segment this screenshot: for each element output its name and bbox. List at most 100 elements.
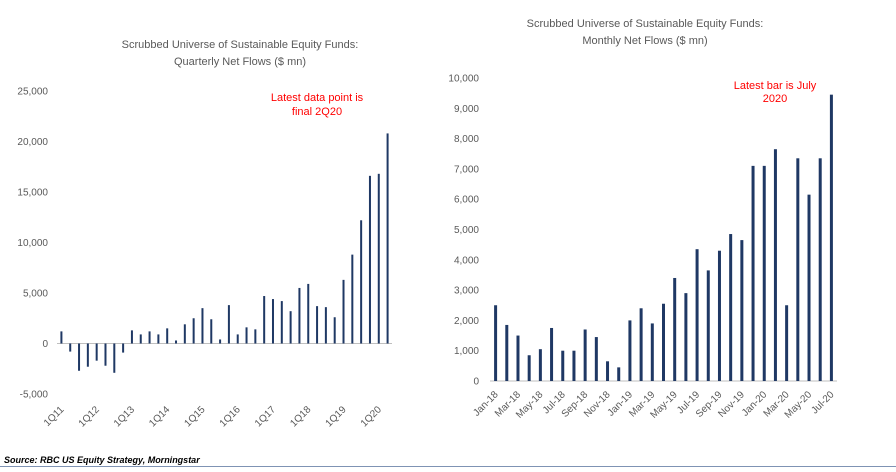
left-chart-bar-2Q18 bbox=[316, 306, 319, 344]
right-chart-bar-Jul-19 bbox=[695, 249, 699, 381]
right-chart-bar-Dec-19 bbox=[751, 165, 755, 381]
right-chart-monthly-net-flows: 0 1,000 2,000 3,000 4,000 5,000 6,000 7,000 8,00… bbox=[448, 74, 837, 421]
left-chart-bar-2Q14 bbox=[175, 340, 178, 344]
left-chart-bar-2Q13 bbox=[139, 334, 142, 344]
left-chart-y-tick-label: 5,000 bbox=[23, 289, 48, 300]
right-chart-bar-Oct-18 bbox=[594, 337, 598, 381]
left-chart-bar-4Q18 bbox=[333, 317, 336, 344]
footer-rule bbox=[0, 466, 896, 467]
right-chart-bar-Dec-18 bbox=[617, 367, 621, 381]
left-chart-bar-4Q11 bbox=[86, 343, 89, 367]
right-chart-y-tick-label: 1,000 bbox=[454, 346, 479, 357]
left-chart-bar-2Q12 bbox=[104, 343, 107, 366]
right-chart-title: Scrubbed Universe of Sustainable Equity … bbox=[465, 16, 825, 50]
right-chart-bar-Jun-20 bbox=[818, 158, 822, 381]
left-chart-bar-2Q19 bbox=[351, 254, 354, 344]
left-chart-bar-1Q20 bbox=[377, 173, 380, 344]
right-chart-bar-Jan-20 bbox=[762, 165, 766, 381]
left-chart-bar-1Q11 bbox=[60, 331, 63, 344]
right-chart-x-tick-label: Jul-20 bbox=[809, 389, 836, 416]
left-chart-bar-4Q15 bbox=[227, 305, 230, 344]
right-chart-bar-Oct-19 bbox=[729, 234, 733, 381]
left-chart-bar-2Q20 bbox=[386, 133, 389, 344]
left-chart-x-tick-label: 1Q14 bbox=[147, 404, 172, 429]
right-chart-y-tick-label: 7,000 bbox=[454, 164, 479, 175]
left-chart-bar-1Q17 bbox=[271, 299, 274, 344]
left-chart-x-tick-label: 1Q15 bbox=[183, 404, 208, 429]
left-chart-title-line2: Quarterly Net Flows ($ mn) bbox=[173, 56, 307, 68]
right-chart-title-line2: Monthly Net Flows ($ mn) bbox=[582, 35, 708, 47]
right-chart-y-tick-label: 5,000 bbox=[454, 225, 479, 236]
right-chart-y-tick-label: 10,000 bbox=[448, 74, 479, 85]
left-chart-bar-2Q11 bbox=[69, 343, 72, 352]
right-chart-y-tick-label: 0 bbox=[473, 377, 479, 388]
right-chart-bar-May-18 bbox=[538, 349, 542, 381]
left-chart-bar-4Q14 bbox=[192, 318, 195, 344]
left-chart-quarterly-net-flows: -5,000 0 5,000 10,000 15,000 20,000 25,000 1Q11… bbox=[17, 87, 392, 429]
right-chart-bar-Mar-20 bbox=[785, 305, 789, 381]
right-chart-bar-May-19 bbox=[673, 277, 677, 381]
left-chart-bar-1Q16 bbox=[236, 334, 239, 344]
left-chart-y-tick-label: 20,000 bbox=[17, 137, 48, 148]
right-chart-bar-Jul-18 bbox=[561, 350, 565, 381]
left-chart-bar-3Q14 bbox=[183, 324, 186, 344]
left-chart-bar-1Q13 bbox=[130, 330, 133, 344]
left-chart-x-tick-label: 1Q20 bbox=[359, 404, 384, 429]
right-chart-bar-Jul-20 bbox=[829, 94, 833, 381]
left-chart-bar-1Q18 bbox=[307, 283, 310, 344]
left-chart-bar-2Q15 bbox=[210, 319, 213, 344]
right-chart-annotation-line2: 2020 bbox=[763, 93, 787, 105]
left-chart-bar-1Q12 bbox=[95, 343, 98, 361]
left-chart-bar-3Q17 bbox=[289, 311, 292, 344]
right-chart-annotation-line1: Latest bar is July bbox=[734, 80, 817, 92]
right-chart-bar-Jan-18 bbox=[494, 305, 498, 381]
right-chart-y-tick-label: 6,000 bbox=[454, 195, 479, 206]
left-chart-bar-3Q15 bbox=[219, 339, 222, 344]
left-chart-bar-3Q13 bbox=[148, 331, 151, 344]
right-chart-y-tick-label: 8,000 bbox=[454, 134, 479, 145]
left-chart-title: Scrubbed Universe of Sustainable Equity … bbox=[60, 37, 420, 71]
right-chart-bar-Apr-18 bbox=[527, 355, 531, 381]
left-chart-x-tick-label: 1Q13 bbox=[112, 404, 137, 429]
right-chart-bar-Feb-19 bbox=[639, 308, 643, 381]
left-chart-x-tick-label: 1Q17 bbox=[253, 404, 278, 429]
right-chart-bar-Aug-19 bbox=[706, 270, 710, 381]
left-chart-bar-1Q19 bbox=[342, 279, 345, 344]
left-chart-x-tick-label: 1Q12 bbox=[77, 404, 102, 429]
left-chart-bar-4Q16 bbox=[263, 296, 266, 344]
right-chart-bar-Mar-18 bbox=[516, 335, 520, 381]
left-chart-x-tick-label: 1Q19 bbox=[324, 404, 349, 429]
left-chart-bar-1Q15 bbox=[201, 308, 204, 344]
right-chart-bar-May-20 bbox=[807, 194, 811, 381]
left-chart-y-tick-label: -5,000 bbox=[20, 390, 49, 401]
right-chart-bar-Jun-18 bbox=[550, 327, 554, 381]
left-chart-bar-3Q18 bbox=[324, 307, 327, 344]
left-chart-x-tick-label: 1Q11 bbox=[42, 404, 67, 429]
right-chart-y-tick-label: 2,000 bbox=[454, 316, 479, 327]
left-chart-bar-3Q12 bbox=[113, 343, 116, 373]
left-chart-bar-1Q14 bbox=[166, 328, 169, 344]
right-chart-title-line1: Scrubbed Universe of Sustainable Equity … bbox=[526, 18, 764, 30]
left-chart-bar-3Q11 bbox=[78, 343, 81, 371]
left-chart-bar-2Q16 bbox=[245, 327, 248, 344]
left-chart-bar-4Q19 bbox=[368, 175, 371, 344]
left-chart-bar-2Q17 bbox=[280, 301, 283, 344]
left-chart-annotation-line1: Latest data point is bbox=[271, 92, 364, 104]
right-chart-y-tick-label: 3,000 bbox=[454, 286, 479, 297]
right-chart-bar-Feb-20 bbox=[773, 149, 777, 381]
left-chart-annotation-line2: final 2Q20 bbox=[292, 106, 342, 118]
right-chart-bar-Sep-18 bbox=[583, 329, 587, 381]
right-chart-bar-Sep-19 bbox=[717, 250, 721, 381]
right-chart-y-tick-label: 9,000 bbox=[454, 104, 479, 115]
left-chart-x-tick-label: 1Q18 bbox=[288, 404, 313, 429]
left-chart-y-tick-label: 25,000 bbox=[17, 87, 48, 98]
right-chart-bar-Mar-19 bbox=[650, 323, 654, 381]
left-chart-bar-3Q16 bbox=[254, 329, 257, 344]
right-chart-bar-Jan-19 bbox=[628, 320, 632, 381]
left-chart-y-tick-label: 10,000 bbox=[17, 238, 48, 249]
left-chart-y-tick-label: 15,000 bbox=[17, 188, 48, 199]
left-chart-x-tick-label: 1Q16 bbox=[218, 404, 243, 429]
left-chart-bar-4Q12 bbox=[122, 343, 125, 353]
right-chart-bar-Jun-19 bbox=[684, 293, 688, 381]
right-chart-bar-Aug-18 bbox=[572, 350, 576, 381]
